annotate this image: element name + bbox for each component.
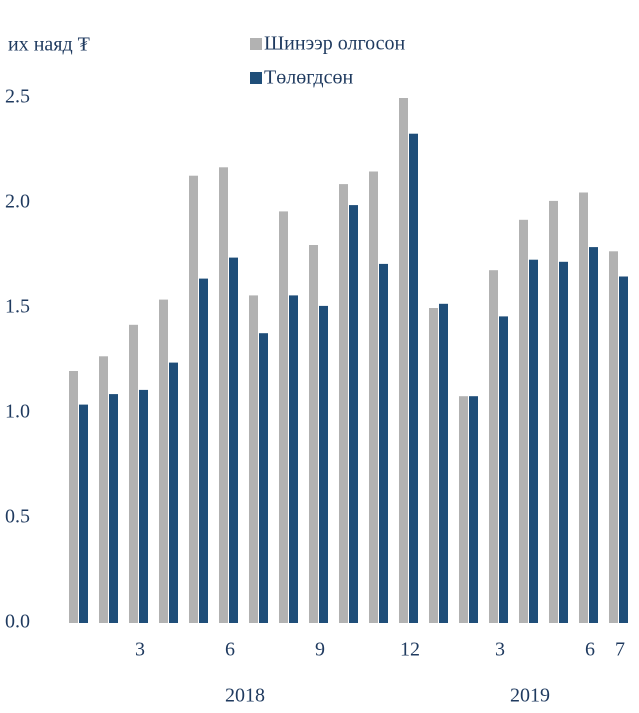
x-tick-label: 9 [315, 639, 325, 661]
bar [559, 261, 568, 623]
bar [349, 205, 358, 623]
bar [249, 295, 258, 623]
bar [339, 184, 348, 623]
x-tick-label: 3 [495, 639, 505, 661]
bar [319, 305, 328, 623]
y-tick-label: 1.0 [5, 401, 30, 423]
bar [459, 396, 468, 623]
bar [499, 316, 508, 623]
bar [139, 389, 148, 623]
y-tick-label: 0.0 [5, 611, 30, 633]
bar [399, 98, 408, 623]
bar [529, 259, 538, 623]
y-tick-label: 2.5 [5, 86, 30, 108]
bar [489, 270, 498, 623]
bar [379, 263, 388, 623]
bar [579, 192, 588, 623]
bar [99, 356, 108, 623]
bar [469, 396, 478, 623]
bar [439, 303, 448, 623]
legend-label: Шинээр олгосон [264, 33, 406, 55]
bar [69, 371, 78, 623]
y-axis-label: их наяд ₮ [8, 34, 90, 56]
bar [189, 175, 198, 623]
bar [609, 251, 618, 624]
bar [589, 247, 598, 623]
bar [109, 394, 118, 623]
bar [309, 245, 318, 623]
bar [279, 211, 288, 623]
legend-label: Төлөгдсөн [264, 67, 353, 89]
bar [159, 299, 168, 623]
legend-swatch [250, 38, 262, 50]
y-tick-label: 1.5 [5, 296, 30, 318]
x-tick-label: 6 [585, 639, 595, 661]
bar [369, 171, 378, 623]
y-tick-label: 0.5 [5, 506, 30, 528]
bar [259, 333, 268, 623]
bar [169, 362, 178, 623]
bar [199, 278, 208, 623]
bar [549, 200, 558, 623]
bar [429, 308, 438, 623]
bar [79, 404, 88, 623]
bar [229, 257, 238, 623]
bar [129, 324, 138, 623]
y-tick-label: 2.0 [5, 191, 30, 213]
bar [619, 276, 628, 623]
x-tick-label: 12 [400, 639, 420, 661]
x-group-label: 2019 [510, 685, 550, 707]
bar [519, 219, 528, 624]
x-group-label: 2018 [225, 685, 265, 707]
bar [219, 167, 228, 624]
x-tick-label: 6 [225, 639, 235, 661]
legend-swatch [250, 72, 262, 84]
bar [289, 295, 298, 623]
x-tick-label: 7 [615, 639, 625, 661]
x-tick-label: 3 [135, 639, 145, 661]
bar [409, 133, 418, 623]
